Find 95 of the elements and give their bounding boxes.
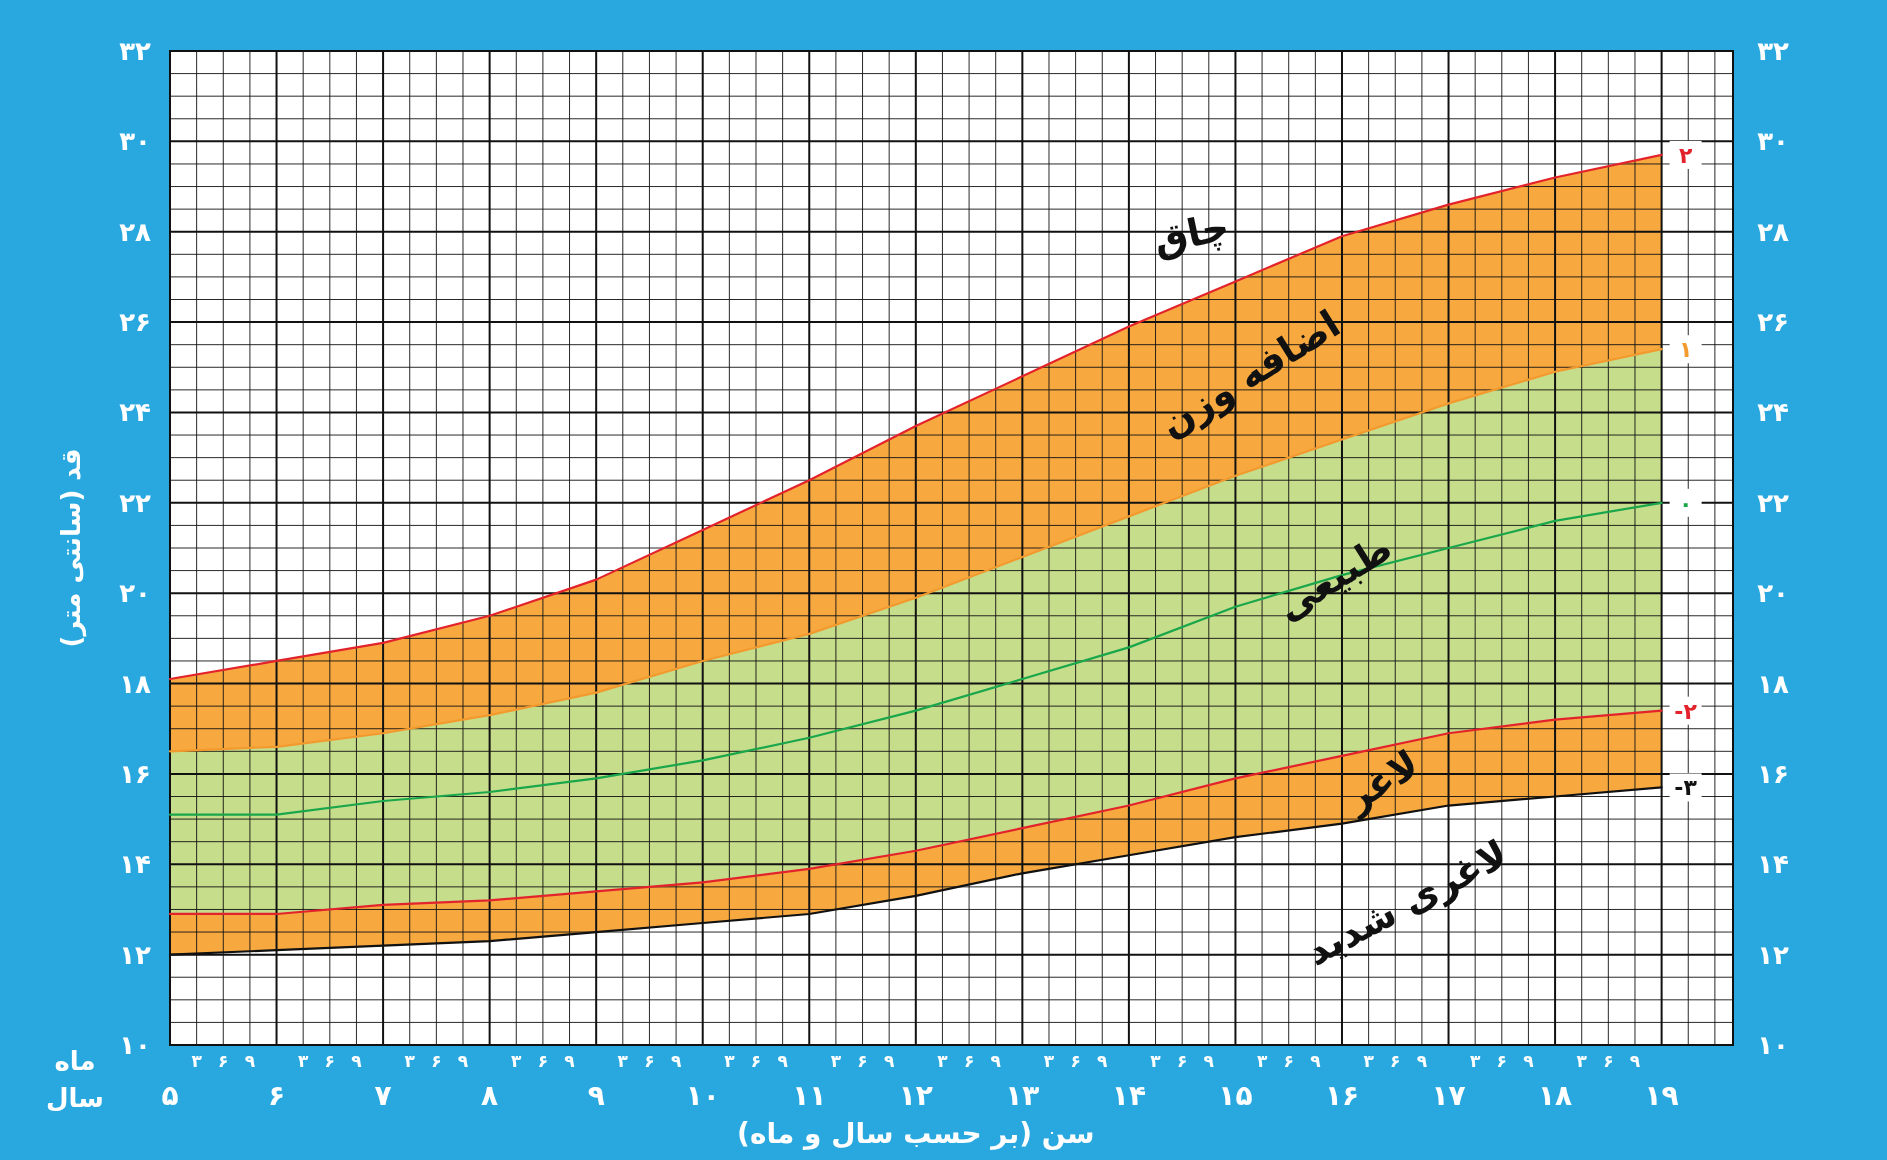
text: ۹ [1203, 1051, 1215, 1071]
text: ۹ [883, 1051, 895, 1071]
text: ۳ [1469, 1051, 1481, 1071]
text: ماه [54, 1046, 96, 1076]
y-tick-label: ۱۴ [119, 849, 151, 880]
x-tick-label: ۱۲ [898, 1079, 933, 1112]
text: ۳ [1363, 1051, 1375, 1071]
y-tick-label: ۱۶ [119, 758, 151, 789]
text: ۶ [431, 1051, 442, 1071]
text: ۶ [218, 1051, 229, 1071]
text: ۳ [191, 1051, 203, 1071]
text: ۶ [324, 1051, 336, 1071]
annotation: اضافه وزن [1152, 301, 1349, 448]
text: ۳ [404, 1051, 416, 1071]
y2-tick-label: ۱۶ [1757, 758, 1789, 789]
text: ۶ [537, 1051, 549, 1071]
y-axis-title: قد (سانتی متر) [56, 448, 87, 648]
y2-tick-label: ۳۰ [1757, 126, 1789, 157]
y2-tick-label: ۲۰ [1757, 578, 1789, 609]
y2-tick-label: ۲۸ [1757, 216, 1789, 247]
text: ۹ [244, 1051, 256, 1071]
series-label: -۳ [1674, 775, 1698, 801]
annotation: لاغر [1335, 741, 1427, 822]
x-tick-label: ۱۱ [792, 1079, 827, 1112]
y2-tick-label: ۲۲ [1757, 487, 1789, 518]
y-tick-label: ۳۰ [119, 126, 151, 157]
text: ۶ [963, 1051, 975, 1071]
x-tick-label: ۱۸ [1537, 1079, 1573, 1112]
text: ۳ [617, 1051, 629, 1071]
text: ۳ [1150, 1051, 1162, 1071]
annotation: طبیعی [1268, 525, 1400, 630]
y2-tick-label: ۱۰ [1757, 1030, 1789, 1060]
series-label: ۱ [1678, 337, 1693, 363]
x-tick-label: ۱۰ [685, 1079, 720, 1112]
x-tick-label: ۶ [268, 1079, 286, 1112]
text: ۶ [1176, 1051, 1188, 1071]
text: ۶ [1390, 1051, 1401, 1071]
text: ۳ [511, 1051, 523, 1071]
text: سال [46, 1083, 104, 1113]
y2-tick-label: ۱۲ [1757, 939, 1789, 970]
annotation: چاق [1149, 204, 1233, 264]
y2-tick-label: ۲۶ [1757, 307, 1789, 338]
y-tick-label: ۱۲ [119, 939, 151, 970]
text: ۳ [724, 1051, 736, 1071]
text: ۹ [1310, 1051, 1322, 1071]
x-tick-label: ۱۶ [1324, 1079, 1360, 1112]
x-tick-label: ۸ [481, 1079, 499, 1112]
y-tick-label: ۲۲ [119, 487, 151, 518]
y-tick-label: ۲۶ [119, 307, 151, 338]
text: ۹ [990, 1051, 1002, 1071]
text: ۶ [1496, 1051, 1507, 1071]
text: ۹ [777, 1051, 789, 1071]
text: ۹ [457, 1051, 469, 1071]
text: ۹ [564, 1051, 576, 1071]
y2-tick-label: ۱۸ [1757, 668, 1789, 699]
text: ۹ [1416, 1051, 1428, 1071]
annotation: لاغری شدید [1298, 831, 1515, 975]
text: ۹ [351, 1051, 363, 1071]
text: ۹ [1629, 1051, 1641, 1071]
text: ۶ [750, 1051, 762, 1071]
text: ۶ [1603, 1051, 1614, 1071]
y-tick-label: ۲۴ [119, 397, 151, 428]
y-tick-label: ۲۸ [119, 216, 151, 247]
series-label: ۰ [1678, 490, 1693, 516]
x-tick-label: ۹ [587, 1079, 605, 1112]
y-tick-label: ۲۰ [119, 578, 151, 609]
text: ۹ [1097, 1051, 1109, 1071]
y2-tick-label: ۱۴ [1757, 849, 1789, 880]
x-tick-label: ۱۴ [1111, 1079, 1146, 1112]
x-tick-label: ۱۷ [1431, 1079, 1466, 1112]
y-tick-label: ۱۰ [119, 1030, 151, 1060]
y2-tick-label: ۲۴ [1757, 397, 1789, 428]
text: ۳ [1043, 1051, 1055, 1071]
x-tick-label: ۱۵ [1218, 1079, 1253, 1112]
text: ۹ [670, 1051, 682, 1071]
text: ۳ [297, 1051, 309, 1071]
text: ۶ [644, 1051, 655, 1071]
text: ۳ [1576, 1051, 1588, 1071]
text: ۳ [1256, 1051, 1268, 1071]
x-tick-label: ۱۹ [1644, 1079, 1679, 1112]
x-axis-title: سن (بر حسب سال و ماه) [737, 1117, 1095, 1150]
text: ۳ [937, 1051, 949, 1071]
text: ۶ [1283, 1051, 1294, 1071]
series-label: -۲ [1674, 698, 1698, 724]
x-tick-label: ۵ [161, 1079, 179, 1112]
text: ۶ [857, 1051, 868, 1071]
x-tick-label: ۷ [374, 1079, 392, 1112]
text: ۶ [1070, 1051, 1081, 1071]
text: ۹ [1523, 1051, 1535, 1071]
y2-tick-label: ۳۲ [1757, 36, 1789, 66]
y-tick-label: ۳۲ [119, 36, 151, 66]
x-tick-label: ۱۳ [1005, 1079, 1040, 1112]
y-tick-label: ۱۸ [119, 668, 151, 699]
series-label: ۲ [1678, 142, 1693, 168]
text: ۳ [830, 1051, 842, 1071]
